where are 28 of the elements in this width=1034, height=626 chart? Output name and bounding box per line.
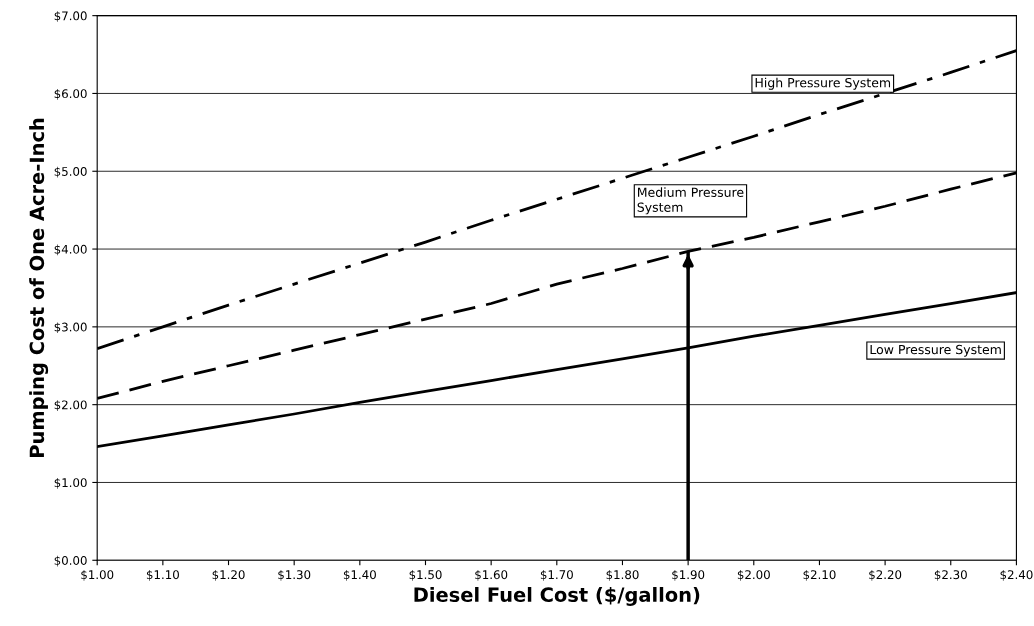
x-tick-label: $1.40: [343, 569, 376, 581]
x-tick-label: $2.00: [737, 569, 770, 581]
x-tick-label: $1.00: [81, 569, 114, 581]
y-tick-label: $1.00: [54, 477, 87, 489]
x-tick-label: $1.50: [409, 569, 442, 581]
x-tick-label: $2.40: [1000, 569, 1033, 581]
y-axis-title: Pumping Cost of One Acre-Inch: [29, 118, 49, 457]
x-tick-label: $1.20: [212, 569, 245, 581]
y-tick-label: $6.00: [54, 88, 87, 100]
x-axis-title: Diesel Fuel Cost ($/gallon): [414, 586, 700, 606]
x-tick-label: $1.10: [146, 569, 179, 581]
y-tick-label: $4.00: [54, 244, 87, 256]
series-label: Medium Pressure System: [637, 187, 744, 215]
x-tick-label: $2.10: [803, 569, 836, 581]
x-tick-label: $1.70: [540, 569, 573, 581]
series-label: High Pressure System: [755, 77, 891, 90]
y-tick-label: $0.00: [54, 555, 87, 567]
x-tick-label: $1.80: [606, 569, 639, 581]
y-tick-label: $7.00: [54, 11, 87, 22]
x-tick-label: $1.60: [475, 569, 508, 581]
x-tick-label: $1.30: [278, 569, 311, 581]
y-tick-label: $3.00: [54, 322, 87, 334]
text: Low Pressure System: [870, 344, 1001, 357]
y-tick-label: $5.00: [54, 166, 87, 178]
x-tick-label: $2.30: [934, 569, 967, 581]
y-tick-label: $2.00: [54, 400, 87, 411]
x-tick-label: $2.20: [869, 569, 902, 581]
x-tick-label: $1.90: [672, 569, 705, 581]
